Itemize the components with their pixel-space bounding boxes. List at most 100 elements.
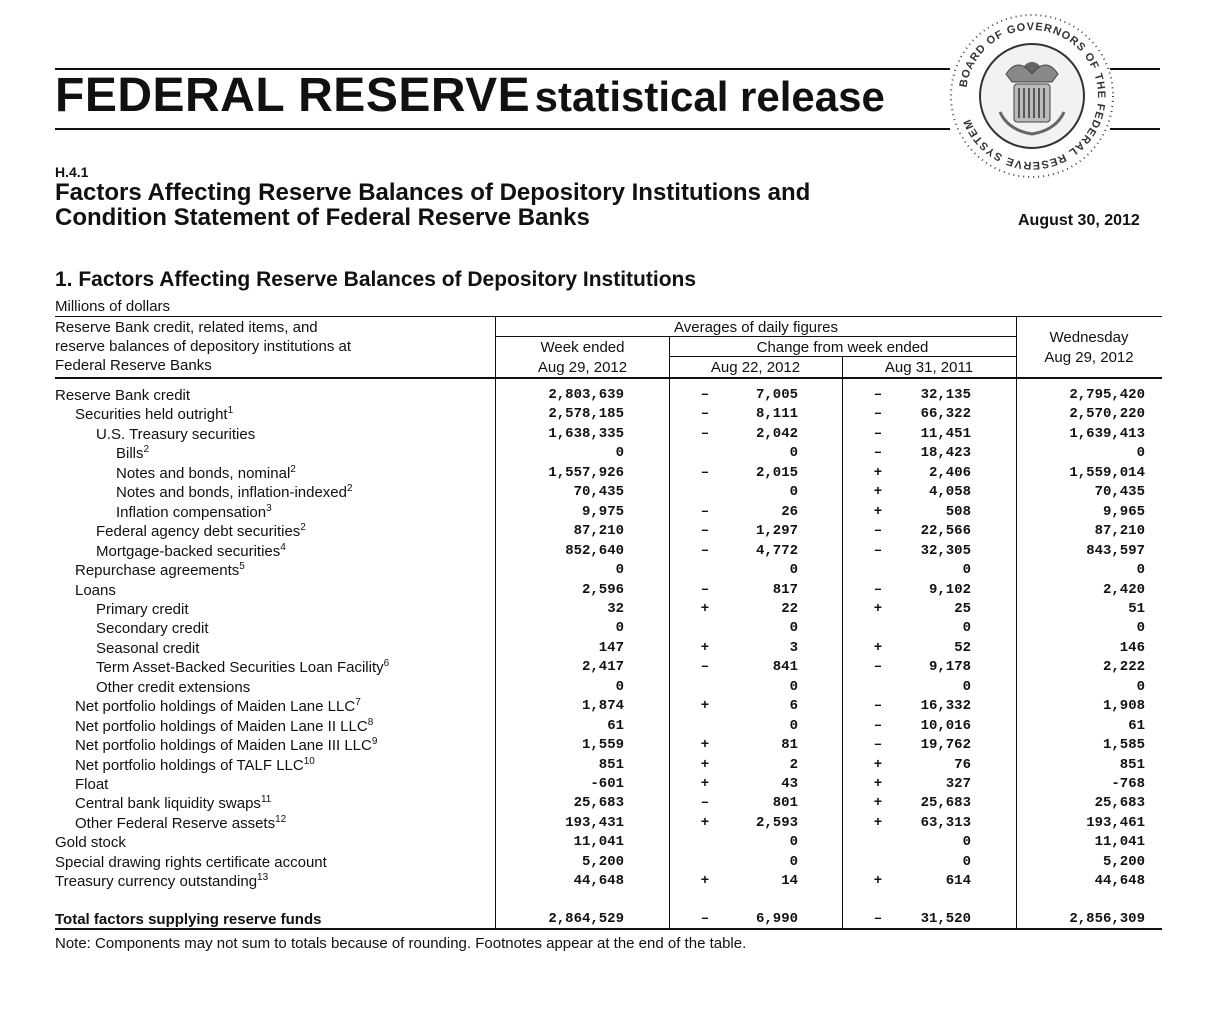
row-label: Term Asset-Backed Securities Loan Facili… [96, 658, 390, 677]
release-date: August 30, 2012 [1018, 212, 1140, 229]
change-2-value: 4,058 [928, 484, 971, 500]
change-1-value: 0 [789, 718, 798, 734]
change-2-value: 76 [954, 757, 971, 773]
week-ended-value: 0 [615, 679, 624, 695]
row-label: Loans [75, 582, 116, 599]
week-ended-value: 2,803,639 [548, 387, 624, 403]
averages-header: Averages of daily figures [674, 319, 838, 336]
release-code: H.4.1 [55, 164, 89, 180]
change-1-value: 0 [789, 834, 798, 850]
change-1-value: 1,297 [755, 523, 798, 539]
footnote-marker: 11 [260, 794, 272, 805]
table-row: Notes and bonds, inflation-indexed2 70,43… [0, 483, 1211, 502]
change-1-value: 43 [781, 776, 798, 792]
change-1-sign [698, 619, 712, 638]
change-1-sign: – [700, 465, 710, 481]
wednesday-value: 1,559,014 [1069, 465, 1145, 481]
change-date-1: Aug 22, 2012 [710, 359, 801, 376]
wednesday-value: 70,435 [1094, 484, 1145, 500]
wednesday-value: 61 [1128, 718, 1145, 734]
change-1-value: 22 [781, 601, 798, 617]
table-row: Other credit extensions 0 0 0 0 [0, 678, 1211, 697]
change-2-sign: + [873, 757, 883, 773]
change-2-value: 52 [954, 640, 971, 656]
row-label: Notes and bonds, nominal2 [116, 464, 296, 483]
table-row: Seasonal credit 147 +3 +52 146 [0, 639, 1211, 658]
change-2-sign [871, 833, 885, 852]
table-row: Notes and bonds, nominal2 1,557,926 – 2,015… [0, 464, 1211, 483]
row-label: Inflation compensation3 [116, 503, 272, 522]
week-ended-value: 25,683 [573, 795, 624, 811]
footnote-marker: 3 [266, 503, 272, 514]
change-2-sign: + [873, 776, 883, 792]
masthead-title: FEDERAL RESERVE statistical release [55, 72, 885, 120]
wednesday-value: 2,856,309 [1069, 911, 1145, 927]
week-ended-value: 0 [615, 620, 624, 636]
change-2-sign: – [873, 406, 883, 422]
change-1-sign [698, 561, 712, 580]
change-2-value: 32,305 [920, 543, 971, 559]
change-1-value: 2,593 [755, 815, 798, 831]
change-1-sign: – [700, 795, 710, 811]
change-2-value: 25 [954, 601, 971, 617]
wednesday-value: 1,639,413 [1069, 426, 1145, 442]
change-2-value: 9,178 [928, 659, 971, 675]
change-1-sign: – [700, 426, 710, 442]
change-2-value: 2,406 [928, 465, 971, 481]
change-2-value: 25,683 [920, 795, 971, 811]
change-1-sign: + [700, 601, 710, 617]
change-1-value: 8,111 [755, 406, 798, 422]
table-row: Repurchase agreements5 0 0 0 0 [0, 561, 1211, 580]
change-2-sign: + [873, 795, 883, 811]
change-1-value: 0 [789, 854, 798, 870]
change-1-value: 3 [789, 640, 798, 656]
row-label: Federal agency debt securities2 [96, 522, 306, 541]
change-2-value: 0 [962, 854, 971, 870]
week-ended-value: 87,210 [573, 523, 624, 539]
row-label: Primary credit [96, 601, 189, 618]
change-1-sign: – [700, 543, 710, 559]
change-1-sign: – [700, 504, 710, 520]
change-date-2: Aug 31, 2011 [884, 359, 974, 376]
change-2-value: 0 [962, 620, 971, 636]
row-label: Securities held outright1 [75, 405, 234, 424]
row-label: Gold stock [55, 834, 126, 851]
change-1-sign: + [700, 640, 710, 656]
change-1-sign [698, 678, 712, 697]
wednesday-value: 193,461 [1086, 815, 1145, 831]
change-1-sign: + [700, 737, 710, 753]
row-header-label: Reserve Bank credit, related items, and … [55, 319, 351, 374]
table-row: Loans 2,596 – 817 – 9,102 2,420 [0, 581, 1211, 600]
change-1-sign [698, 853, 712, 872]
change-2-sign: + [873, 601, 883, 617]
change-2-value: 18,423 [920, 445, 971, 461]
wednesday-value: 1,585 [1102, 737, 1145, 753]
wednesday-value: 2,795,420 [1069, 387, 1145, 403]
total-row: Total factors supplying reserve funds 2,8… [0, 910, 1211, 929]
week-ended-value: 70,435 [573, 484, 624, 500]
table-row: Term Asset-Backed Securities Loan Facili… [0, 658, 1211, 677]
footnote-marker: 13 [257, 872, 269, 883]
footnote-marker: 7 [355, 697, 361, 708]
footnote-marker: 6 [383, 658, 390, 669]
change-1-value: 817 [772, 582, 798, 598]
row-label: U.S. Treasury securities [96, 426, 256, 443]
table-row: Securities held outright1 2,578,185 – 8,111… [0, 405, 1211, 424]
week-ended-value: -601 [590, 776, 624, 792]
change-2-value: 508 [945, 504, 971, 520]
week-ended-value: 5,200 [581, 854, 624, 870]
week-ended-value: 147 [598, 640, 624, 656]
row-label: Net portfolio holdings of TALF LLC10 [75, 756, 315, 775]
table-row: Mortgage-backed securities4 852,640 – 4,772… [0, 542, 1211, 561]
change-2-sign: – [873, 911, 883, 927]
change-1-sign [698, 717, 712, 736]
change-1-value: 841 [772, 659, 798, 675]
row-label: Total factors supplying reserve funds [55, 911, 322, 928]
change-1-sign: + [700, 757, 710, 773]
change-2-value: 22,566 [920, 523, 971, 539]
footnote-marker: 10 [303, 756, 315, 767]
table-row: Gold stock 11,041 0 0 11,041 [0, 833, 1211, 852]
row-label: Treasury currency outstanding13 [55, 872, 269, 891]
wednesday-value: 0 [1136, 562, 1145, 578]
row-label: Net portfolio holdings of Maiden Lane LL… [75, 697, 361, 716]
